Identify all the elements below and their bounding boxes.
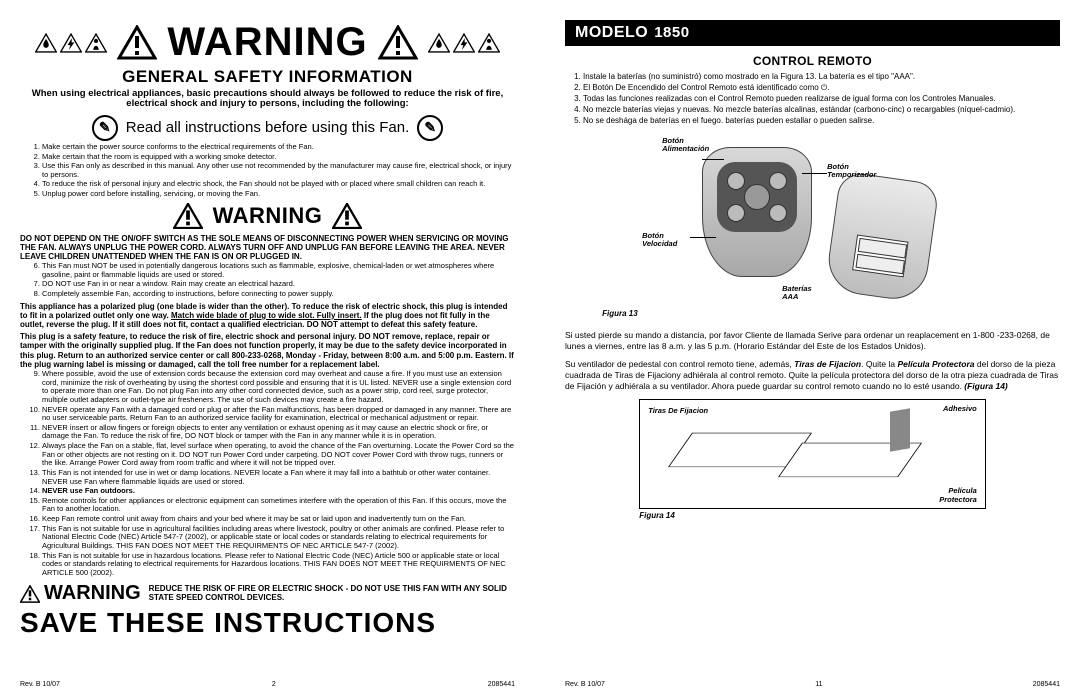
footer-right: Rev. B 10/07 11 2085441	[565, 675, 1060, 688]
warning-label: WARNING	[213, 203, 323, 229]
bottom-warning-row: WARNING REDUCE THE RISK OF FIRE OR ELECT…	[20, 582, 515, 605]
label-tiras: Tiras De Fijacion	[648, 406, 708, 415]
safety-list-b: This Fan must NOT be used in potentially…	[20, 262, 515, 300]
label-timer: Botón Temporizador	[827, 163, 876, 179]
warning-icon	[378, 25, 418, 60]
warning-icon	[117, 25, 157, 60]
remote-front-illustration	[702, 147, 812, 277]
list-item: No se deshága de baterías en el fuego. b…	[583, 116, 1060, 126]
list-item: Remote controls for other appliances or …	[42, 497, 515, 514]
label-speed: Botón Velocidad	[642, 232, 677, 248]
general-safety-heading: GENERAL SAFETY INFORMATION	[20, 67, 515, 87]
warning-banner-top: WARNING	[20, 20, 515, 65]
shock-icon	[453, 33, 475, 53]
warning-banner-mid: WARNING	[20, 203, 515, 229]
manual-icon: ✎	[92, 115, 118, 141]
person-icon	[478, 33, 500, 53]
list-item: NEVER insert or allow fingers or foreign…	[42, 424, 515, 441]
shock-icon	[60, 33, 82, 53]
list-item: Make certain that the room is equipped w…	[42, 153, 515, 162]
lost-remote-para: Si usted pierde su mando a distancia, po…	[565, 330, 1060, 351]
fijacion-para: Su ventilador de pedestal con control re…	[565, 359, 1060, 391]
list-item: Where possible, avoid the use of extensi…	[42, 370, 515, 405]
part-number: 2085441	[1033, 681, 1060, 688]
remote-steps: Instale la baterías (no suministró) como…	[565, 72, 1060, 127]
list-item: Todas las funciones realizadas con el Co…	[583, 94, 1060, 104]
control-remoto-heading: CONTROL REMOTO	[565, 54, 1060, 68]
list-item: El Botón De Encendido del Control Remoto…	[583, 83, 1060, 93]
list-item: DO NOT use Fan in or near a window. Rain…	[42, 280, 515, 289]
remote-back-illustration	[824, 171, 940, 304]
page-left: WARNING GENERAL SAFETY INFORMATION When …	[20, 20, 540, 688]
read-all-row: ✎ Read all instructions before using thi…	[20, 115, 515, 141]
manual-spread: WARNING GENERAL SAFETY INFORMATION When …	[0, 0, 1080, 698]
save-instructions: SAVE THESE INSTRUCTIONS	[20, 607, 515, 639]
fire-icon	[35, 33, 57, 53]
solid-state-warning: REDUCE THE RISK OF FIRE OR ELECTRIC SHOC…	[149, 585, 515, 603]
list-item: Always place the Fan on a stable, flat, …	[42, 442, 515, 468]
list-item: NEVER use Fan outdoors.	[42, 487, 515, 496]
disconnect-warning: DO NOT DEPEND ON THE ON/OFF SWITCH AS TH…	[20, 234, 515, 262]
warning-icon	[20, 585, 40, 603]
safety-subtext: When using electrical appliances, basic …	[20, 89, 515, 110]
figure-13-caption: Figura 13	[602, 309, 1023, 318]
list-item: This Fan must NOT be used in potentially…	[42, 262, 515, 279]
list-item: NEVER operate any Fan with a damaged cor…	[42, 406, 515, 423]
list-item: Unplug power cord before installing, ser…	[42, 190, 515, 199]
page-number: 2	[272, 681, 276, 688]
list-item: To reduce the risk of personal injury an…	[42, 180, 515, 189]
plug-warning-2: This plug is a safety feature, to reduce…	[20, 332, 515, 369]
label-batteries: Baterías AAA	[782, 285, 812, 301]
warning-label: WARNING	[44, 582, 141, 605]
list-item: This Fan is not suitable for use in agri…	[42, 525, 515, 551]
figure-14: Tiras De Fijacion Adhesivo Película Prot…	[639, 399, 986, 509]
person-icon	[85, 33, 107, 53]
label-pelicula: Película Protectora	[939, 486, 977, 504]
warning-icon	[332, 203, 362, 229]
warning-label: WARNING	[167, 20, 367, 65]
figure-13: Botón Alimentación Botón Temporizador Bo…	[602, 137, 1023, 318]
list-item: Keep Fan remote control unit away from c…	[42, 515, 515, 524]
fire-icon	[428, 33, 450, 53]
manual-icon: ✎	[417, 115, 443, 141]
part-number: 2085441	[488, 681, 515, 688]
model-number: 1850	[654, 24, 689, 41]
list-item: No mezcle baterías viejas y nuevas. No m…	[583, 105, 1060, 115]
list-item: Instale la baterías (no suministró) como…	[583, 72, 1060, 82]
list-item: Use this Fan only as described in this m…	[42, 162, 515, 179]
list-item: Completely assemble Fan, according to in…	[42, 290, 515, 299]
model-banner: MODELO 1850	[565, 20, 1060, 46]
revision: Rev. B 10/07	[565, 681, 605, 688]
plug-warning: This appliance has a polarized plug (one…	[20, 302, 515, 330]
figure-14-caption: Figura 14	[639, 511, 986, 520]
model-label: MODELO	[575, 24, 648, 42]
footer-left: Rev. B 10/07 2 2085441	[20, 675, 515, 688]
revision: Rev. B 10/07	[20, 681, 60, 688]
list-item: Make certain the power source conforms t…	[42, 143, 515, 152]
page-number: 11	[815, 681, 822, 688]
adhesive-illustration	[890, 408, 910, 452]
label-power: Botón Alimentación	[662, 137, 709, 153]
safety-list-a: Make certain the power source conforms t…	[20, 143, 515, 200]
label-adhesivo: Adhesivo	[943, 404, 977, 413]
list-item: This Fan is not intended for use in wet …	[42, 469, 515, 486]
safety-list-c: Where possible, avoid the use of extensi…	[20, 370, 515, 578]
read-all-text: Read all instructions before using this …	[126, 119, 409, 136]
list-item: This Fan is not suitable for use in haza…	[42, 552, 515, 578]
warning-icon	[173, 203, 203, 229]
page-right: MODELO 1850 CONTROL REMOTO Instale la ba…	[540, 20, 1060, 688]
